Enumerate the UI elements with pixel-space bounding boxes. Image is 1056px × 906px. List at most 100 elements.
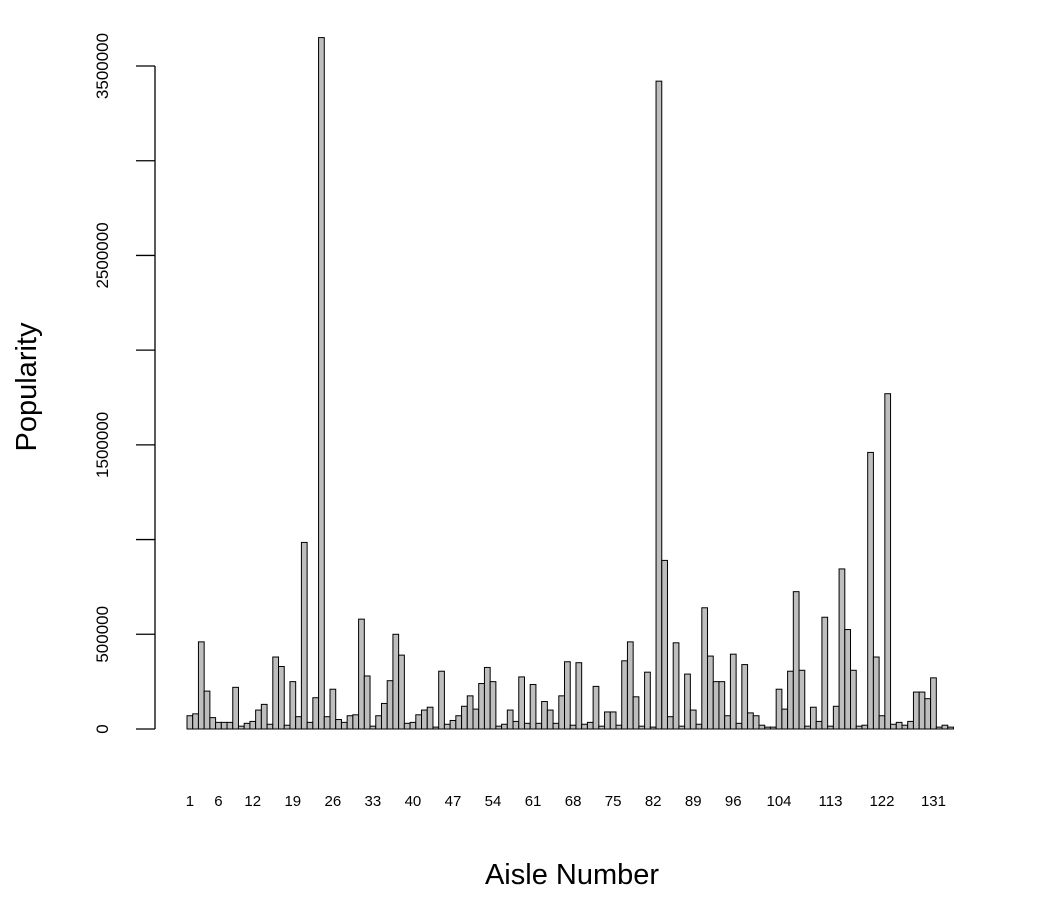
bar xyxy=(546,709,554,730)
bar xyxy=(912,691,920,730)
bar xyxy=(346,715,354,730)
bar xyxy=(518,676,525,730)
x-axis-title: Aisle Number xyxy=(485,859,659,891)
bar xyxy=(792,591,800,730)
x-tick-label: 96 xyxy=(725,793,742,810)
bar xyxy=(804,725,811,730)
bar xyxy=(506,709,514,730)
bar xyxy=(415,714,423,730)
bar xyxy=(701,607,709,730)
bar xyxy=(872,656,880,730)
bar xyxy=(489,681,497,730)
bar xyxy=(495,725,503,730)
x-tick-label: 47 xyxy=(445,793,462,810)
y-tick-label: 0 xyxy=(93,724,112,733)
bar xyxy=(541,701,548,730)
bar xyxy=(335,719,342,730)
bar xyxy=(621,660,628,730)
bar xyxy=(827,725,834,730)
bar xyxy=(581,723,588,730)
bar xyxy=(358,618,365,730)
bar xyxy=(249,720,257,730)
bar xyxy=(930,677,937,730)
x-tick-label: 6 xyxy=(214,793,222,810)
bar xyxy=(472,708,480,730)
bar xyxy=(215,721,222,730)
bar xyxy=(775,688,783,730)
bar xyxy=(632,696,640,730)
x-tick-label: 19 xyxy=(284,793,301,810)
bar xyxy=(855,725,863,730)
bar xyxy=(380,702,388,730)
bar xyxy=(186,715,194,730)
bar xyxy=(449,719,457,730)
bar xyxy=(209,717,217,730)
bar xyxy=(529,683,537,730)
bar xyxy=(369,725,377,730)
bar xyxy=(483,666,491,730)
bar xyxy=(232,686,239,730)
bar xyxy=(764,726,771,730)
bar xyxy=(821,616,829,730)
bar xyxy=(644,671,651,730)
bar xyxy=(638,725,646,730)
bar xyxy=(569,724,577,730)
bar xyxy=(564,661,571,730)
bar xyxy=(501,723,508,730)
bar xyxy=(352,714,360,730)
bar xyxy=(672,642,680,730)
bar xyxy=(735,722,743,730)
y-tick-label: 1500000 xyxy=(93,412,112,478)
x-tick-label: 61 xyxy=(525,793,542,810)
bar xyxy=(678,725,686,730)
bar xyxy=(558,695,566,730)
bar xyxy=(226,721,234,730)
bar xyxy=(850,669,857,730)
bar xyxy=(306,721,314,730)
bar xyxy=(752,715,760,730)
x-tick-label: 75 xyxy=(605,793,622,810)
bar xyxy=(895,721,903,730)
x-tick-label: 131 xyxy=(921,793,946,810)
bar xyxy=(478,683,485,730)
bar xyxy=(741,664,749,730)
bar xyxy=(575,662,583,730)
x-tick-label: 12 xyxy=(244,793,261,810)
bar xyxy=(295,716,302,730)
bar xyxy=(615,724,623,730)
bar xyxy=(312,697,320,730)
bar xyxy=(421,709,428,730)
bar xyxy=(724,715,731,730)
bar xyxy=(815,720,823,730)
bar xyxy=(386,680,394,730)
bar xyxy=(604,711,611,730)
bar xyxy=(255,709,262,730)
bar xyxy=(809,706,817,730)
bar xyxy=(747,712,754,730)
x-tick-label: 33 xyxy=(365,793,382,810)
bar xyxy=(426,706,434,730)
bar xyxy=(609,711,617,730)
bar xyxy=(512,720,520,730)
bar xyxy=(838,568,846,730)
y-axis-title: Popularity xyxy=(11,322,43,451)
bar xyxy=(278,665,285,730)
bar xyxy=(552,722,560,730)
x-tick-label: 1 xyxy=(186,793,194,810)
bar xyxy=(924,698,932,730)
bar xyxy=(340,721,348,730)
bar xyxy=(907,720,914,730)
bar xyxy=(918,691,926,730)
bar xyxy=(901,724,909,730)
bar xyxy=(443,723,451,730)
bar xyxy=(300,541,308,730)
x-tick-label: 26 xyxy=(325,793,342,810)
bar xyxy=(329,688,337,730)
bar xyxy=(684,673,691,730)
bar xyxy=(890,723,897,730)
bar xyxy=(535,722,543,730)
y-axis: 0 500000 1500000 2500000 3500000 xyxy=(93,33,156,734)
bar xyxy=(718,681,726,730)
bar xyxy=(586,721,594,730)
